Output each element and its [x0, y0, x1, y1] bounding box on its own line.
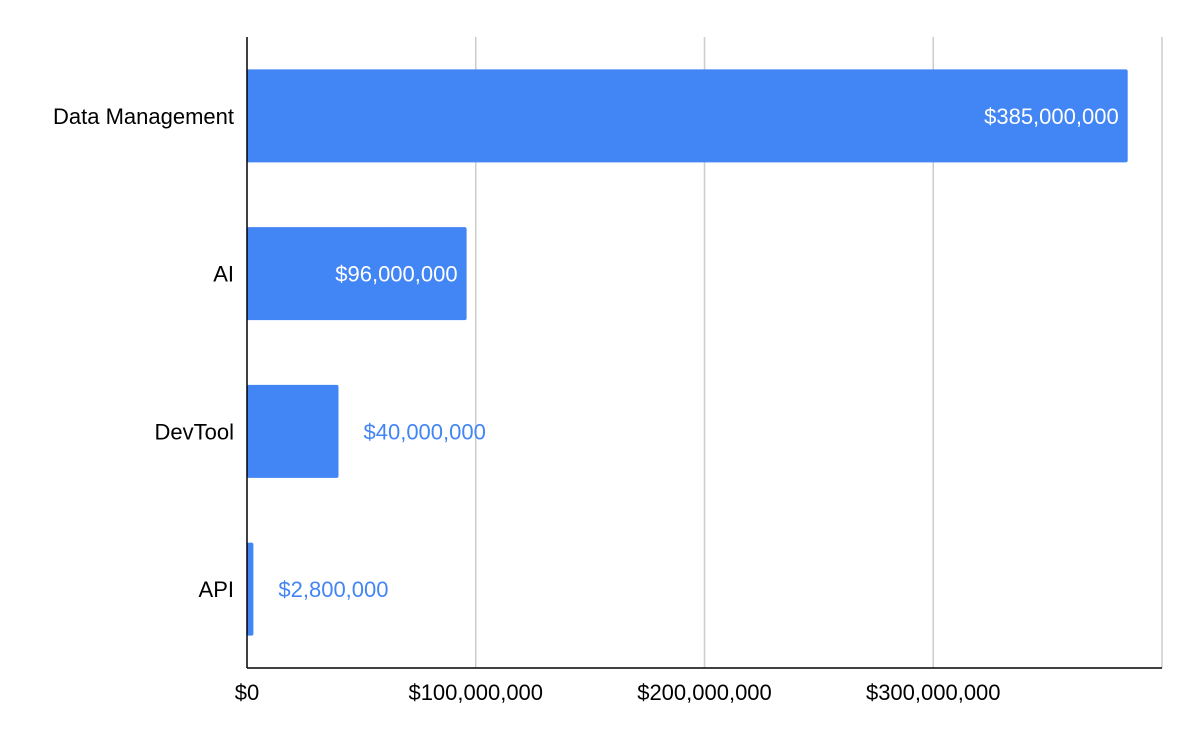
- labels: $0 $100,000,000 $200,000,000 $300,000,000 Da…: [53, 104, 1119, 705]
- x-tick-label: $200,000,000: [637, 680, 772, 705]
- data-label: $2,800,000: [278, 577, 388, 602]
- category-label: AI: [213, 262, 234, 287]
- category-label: DevTool: [155, 419, 234, 444]
- x-tick-label: $300,000,000: [866, 680, 1001, 705]
- category-label: API: [199, 577, 234, 602]
- axes: [246, 37, 1162, 669]
- bar-2: [247, 384, 339, 478]
- bar-1: [247, 227, 467, 321]
- category-label: Data Management: [53, 104, 234, 129]
- bar-3: [247, 542, 254, 636]
- x-tick-label: $100,000,000: [408, 680, 543, 705]
- data-label: $385,000,000: [984, 104, 1119, 129]
- x-tick-label: $0: [235, 680, 259, 705]
- bar-0: [247, 69, 1128, 163]
- bars: [247, 69, 1128, 636]
- data-label: $40,000,000: [364, 419, 486, 444]
- data-label: $96,000,000: [335, 262, 457, 287]
